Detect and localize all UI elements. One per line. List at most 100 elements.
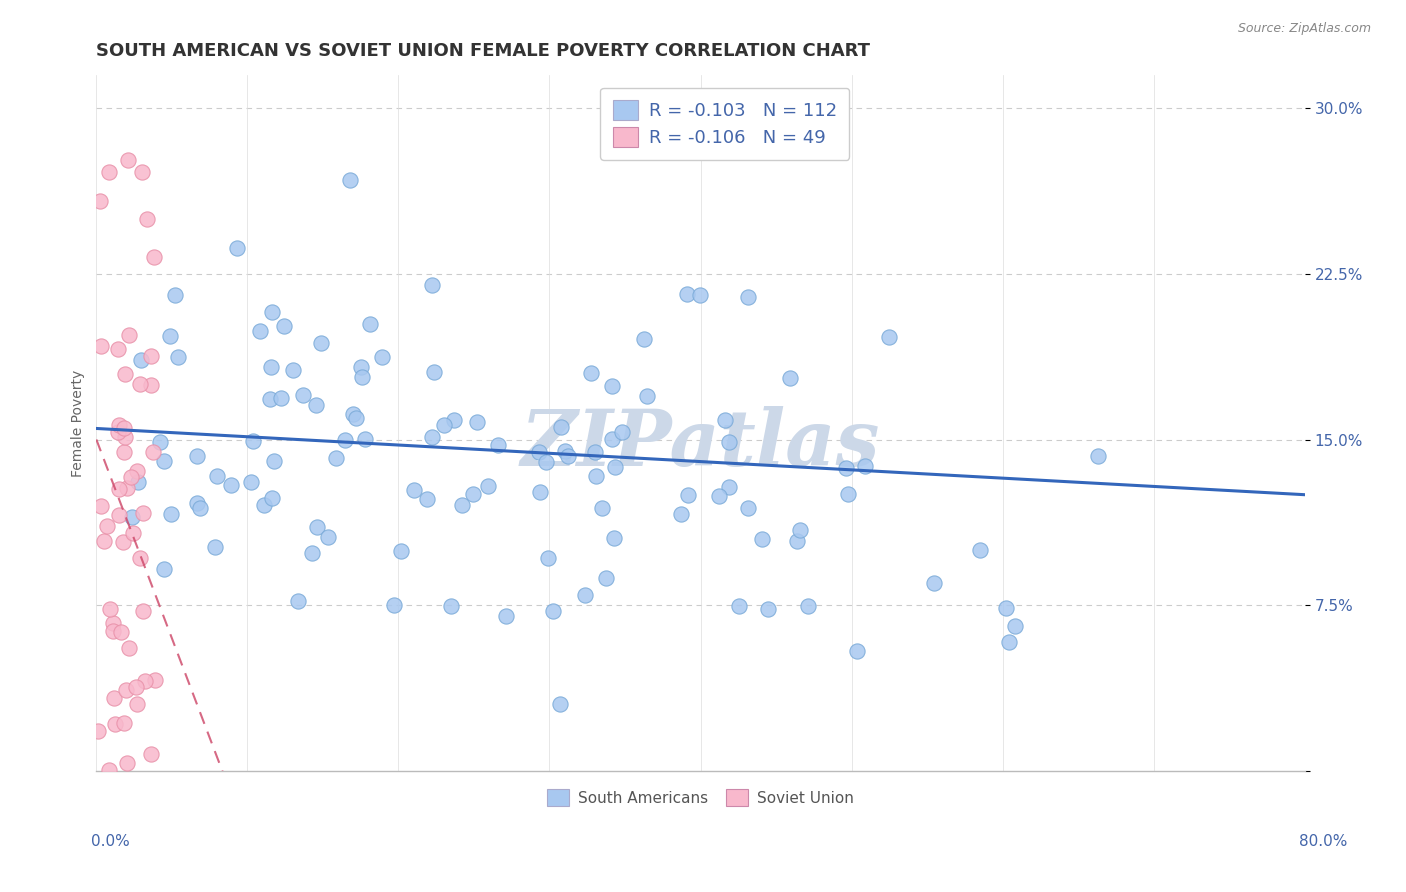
Text: 0.0%: 0.0% <box>91 834 131 848</box>
Point <box>1004 618 1026 632</box>
Point <box>111 535 134 549</box>
Point <box>352 370 374 384</box>
Point <box>115 481 138 495</box>
Point <box>188 500 211 515</box>
Point <box>96 519 118 533</box>
Point <box>585 468 607 483</box>
Point <box>486 438 509 452</box>
Point <box>160 507 183 521</box>
Point <box>669 507 692 521</box>
Point <box>541 604 564 618</box>
Point <box>316 530 339 544</box>
Point <box>786 533 808 548</box>
Point <box>263 453 285 467</box>
Point <box>110 625 132 640</box>
Point <box>789 523 811 537</box>
Point <box>779 371 801 385</box>
Point <box>114 430 136 444</box>
Point <box>529 485 551 500</box>
Text: Source: ZipAtlas.com: Source: ZipAtlas.com <box>1237 22 1371 36</box>
Point <box>600 378 623 392</box>
Point <box>554 443 576 458</box>
Point <box>186 496 208 510</box>
Point <box>834 460 856 475</box>
Point <box>260 491 283 505</box>
Point <box>115 756 138 770</box>
Point <box>636 388 658 402</box>
Point <box>273 318 295 333</box>
Point <box>225 241 247 255</box>
Point <box>287 594 309 608</box>
Point <box>574 588 596 602</box>
Point <box>633 332 655 346</box>
Point <box>249 324 271 338</box>
Point <box>969 543 991 558</box>
Point <box>371 350 394 364</box>
Point <box>853 458 876 473</box>
Point <box>108 483 131 497</box>
Point <box>93 533 115 548</box>
Point <box>451 498 474 512</box>
Point <box>98 602 121 616</box>
Point <box>186 449 208 463</box>
Point <box>416 491 439 506</box>
Point <box>128 376 150 391</box>
Point <box>301 545 323 559</box>
Point <box>239 475 262 489</box>
Point <box>585 445 607 459</box>
Point <box>676 488 699 502</box>
Point <box>717 434 740 449</box>
Point <box>603 459 626 474</box>
Text: ZIPatlas: ZIPatlas <box>520 406 880 482</box>
Point <box>205 469 228 483</box>
Point <box>591 501 613 516</box>
Point <box>713 412 735 426</box>
Point <box>118 327 141 342</box>
Point <box>134 673 156 688</box>
Point <box>121 510 143 524</box>
Point <box>311 336 333 351</box>
Point <box>87 724 110 739</box>
Point <box>537 550 560 565</box>
Point <box>922 576 945 591</box>
Point <box>737 501 759 516</box>
Point <box>114 367 136 381</box>
Point <box>602 531 624 545</box>
Point <box>610 425 633 439</box>
Text: 80.0%: 80.0% <box>1299 834 1347 848</box>
Point <box>153 562 176 576</box>
Point <box>153 453 176 467</box>
Point <box>877 330 900 344</box>
Point <box>602 432 624 446</box>
Point <box>557 449 579 463</box>
Point <box>118 641 141 656</box>
Point <box>382 599 405 613</box>
Point <box>159 328 181 343</box>
Point <box>994 600 1017 615</box>
Point <box>260 360 283 375</box>
Point <box>797 599 820 614</box>
Point <box>420 278 443 293</box>
Point <box>292 388 315 402</box>
Point <box>339 172 361 186</box>
Y-axis label: Female Poverty: Female Poverty <box>72 369 86 476</box>
Point <box>253 498 276 512</box>
Point <box>117 153 139 167</box>
Point <box>737 290 759 304</box>
Point <box>112 421 135 435</box>
Point <box>107 417 129 432</box>
Point <box>402 483 425 498</box>
Legend: South Americans, Soviet Union: South Americans, Soviet Union <box>538 780 863 815</box>
Point <box>141 349 163 363</box>
Point <box>325 450 347 465</box>
Point <box>689 288 711 302</box>
Point <box>127 698 149 712</box>
Point <box>420 429 443 443</box>
Point <box>107 425 129 440</box>
Point <box>270 391 292 405</box>
Point <box>129 353 152 368</box>
Point <box>344 410 367 425</box>
Text: SOUTH AMERICAN VS SOVIET UNION FEMALE POVERTY CORRELATION CHART: SOUTH AMERICAN VS SOVIET UNION FEMALE PO… <box>97 42 870 60</box>
Point <box>108 508 131 522</box>
Point <box>756 602 779 616</box>
